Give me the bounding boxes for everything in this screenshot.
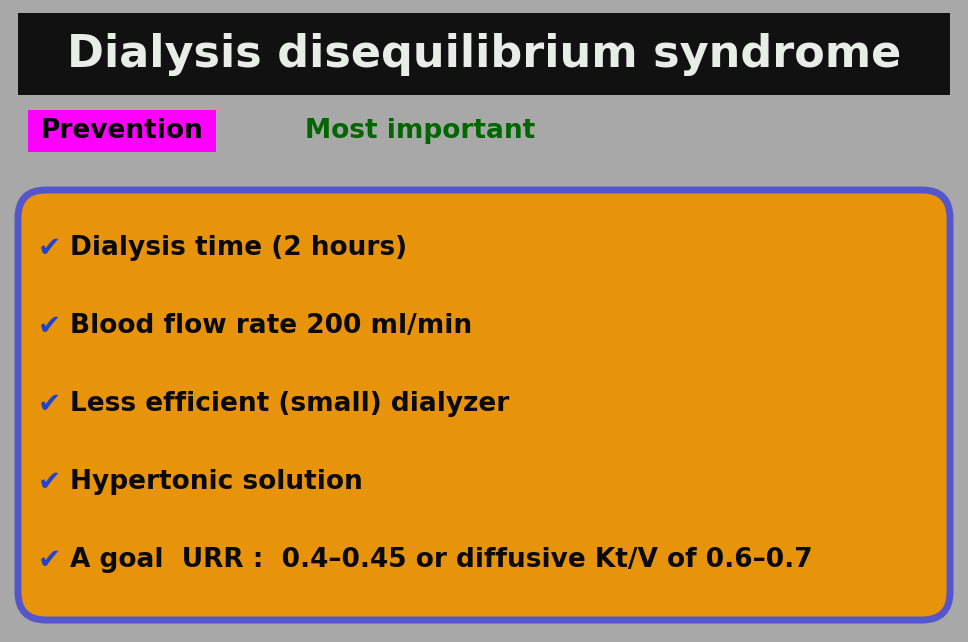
Text: Dialysis time (2 hours): Dialysis time (2 hours) [70,235,408,261]
Text: Blood flow rate 200 ml/min: Blood flow rate 200 ml/min [70,313,472,339]
Text: Most important: Most important [305,118,535,144]
FancyBboxPatch shape [28,110,216,152]
Text: A goal  URR :  0.4–0.45 or diffusive Kt/V of 0.6–0.7: A goal URR : 0.4–0.45 or diffusive Kt/V … [70,547,812,573]
Text: ✔: ✔ [38,234,61,262]
FancyBboxPatch shape [18,190,950,620]
Text: ✔: ✔ [38,546,61,574]
Text: Dialysis disequilibrium syndrome: Dialysis disequilibrium syndrome [67,33,901,76]
Text: ✔: ✔ [38,390,61,418]
Text: ✔: ✔ [38,468,61,496]
Text: Hypertonic solution: Hypertonic solution [70,469,363,495]
FancyBboxPatch shape [18,13,950,95]
Text: Prevention: Prevention [41,118,203,144]
Text: Less efficient (small) dialyzer: Less efficient (small) dialyzer [70,391,509,417]
Text: ✔: ✔ [38,312,61,340]
